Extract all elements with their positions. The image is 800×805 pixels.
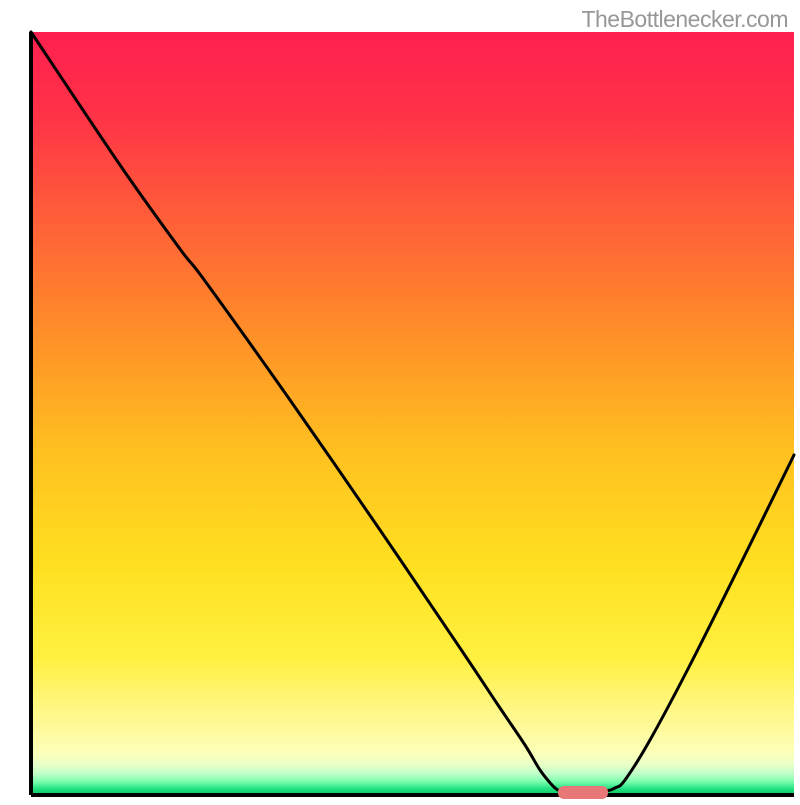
bottleneck-chart bbox=[0, 0, 800, 800]
attribution-text: TheBottlenecker.com bbox=[581, 6, 788, 33]
optimal-marker bbox=[558, 786, 608, 799]
chart-svg bbox=[0, 0, 800, 800]
plot-background bbox=[31, 32, 794, 795]
